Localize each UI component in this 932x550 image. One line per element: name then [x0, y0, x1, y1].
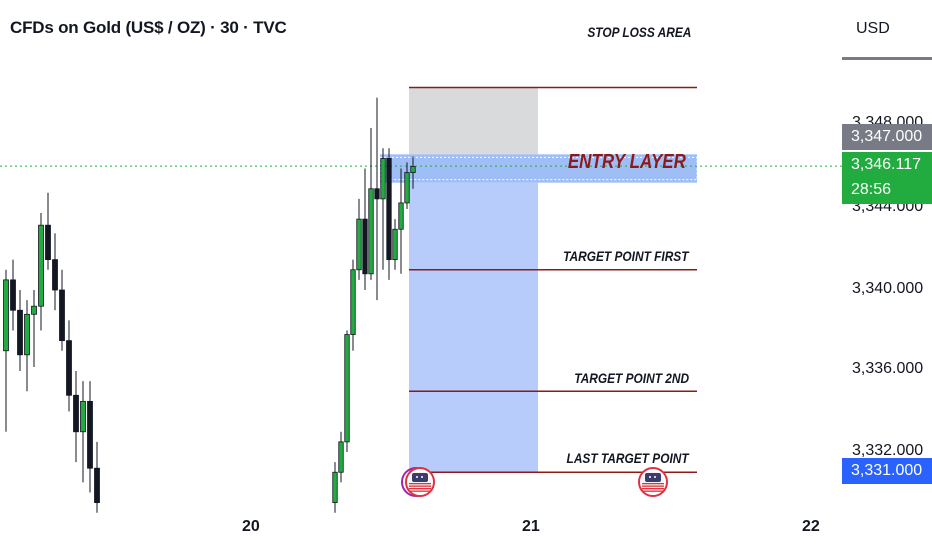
flag-canton — [412, 473, 428, 482]
entry-layer-label: ENTRY LAYER — [567, 151, 686, 173]
time-axis-label: 22 — [802, 518, 820, 535]
currency-button[interactable]: USD — [842, 8, 932, 60]
time-axis-label: 20 — [242, 518, 260, 535]
bull-candle — [38, 224, 44, 307]
bull-candle — [398, 202, 404, 230]
flag-stripe — [409, 490, 431, 492]
bear-candle — [45, 224, 51, 261]
bear-candle — [94, 467, 100, 504]
target-second-label: TARGET POINT 2ND — [574, 370, 689, 386]
bear-candle — [374, 188, 380, 200]
bull-candle — [3, 279, 9, 352]
target-price-tag: 3,331.000 — [842, 458, 932, 484]
flag-stripe — [409, 483, 431, 485]
flag-star — [416, 476, 418, 478]
bull-candle — [24, 313, 30, 356]
bull-candle — [344, 334, 350, 443]
bull-candle — [80, 400, 86, 433]
bear-candle — [59, 289, 65, 342]
price-axis-label: 3,340.000 — [852, 280, 924, 297]
bear-candle — [362, 218, 368, 275]
last-price-value: 3,346.117 — [851, 156, 921, 173]
last-target-label: LAST TARGET POINT — [566, 450, 689, 466]
bull-candle — [338, 441, 344, 473]
bull-candle — [380, 157, 386, 200]
bear-candle — [73, 394, 79, 433]
flag-stripe — [642, 485, 664, 487]
us-flag-icon — [405, 467, 435, 497]
bar-countdown: 28:56 — [851, 181, 892, 198]
time-axis-label: 21 — [522, 518, 540, 535]
stop-loss-zone — [409, 87, 538, 155]
flag-star — [654, 476, 656, 478]
bull-candle — [392, 228, 398, 261]
flag-stripe — [642, 488, 664, 490]
us-flag-icon — [638, 467, 668, 497]
flag-star — [421, 476, 423, 478]
entry-zone-border — [379, 156, 698, 181]
currency-label: USD — [856, 20, 890, 37]
chart-title: CFDs on Gold (US$ / OZ) · 30 · TVC — [10, 18, 287, 37]
bull-candle — [404, 172, 410, 204]
target-first-label: TARGET POINT FIRST — [563, 248, 689, 264]
flag-stripe — [409, 488, 431, 490]
bull-candle — [31, 305, 37, 315]
bear-candle — [386, 157, 392, 261]
bull-candle — [332, 471, 338, 504]
flag-stripe — [642, 483, 664, 485]
bear-candle — [87, 400, 93, 469]
entry-zone — [380, 154, 697, 183]
stop-loss-label: STOP LOSS AREA — [586, 24, 691, 40]
price-axis-label: 3,332.000 — [852, 442, 924, 459]
bull-candle — [368, 188, 374, 275]
price-axis-label: 3,336.000 — [852, 360, 924, 377]
flag-canton — [645, 473, 661, 482]
bear-candle — [52, 259, 58, 291]
flag-star — [649, 476, 651, 478]
stop-price-tag: 3,347.000 — [842, 124, 932, 150]
flag-stripe — [642, 490, 664, 492]
bull-candle — [350, 269, 356, 335]
bull-candle — [410, 166, 416, 173]
last-price-tag: 3,346.117 28:56 — [842, 152, 932, 204]
profit-zone — [409, 182, 538, 473]
bear-candle — [17, 309, 23, 356]
flag-stripe — [409, 485, 431, 487]
bear-candle — [10, 279, 16, 311]
bull-candle — [356, 218, 362, 271]
bear-candle — [66, 340, 72, 396]
